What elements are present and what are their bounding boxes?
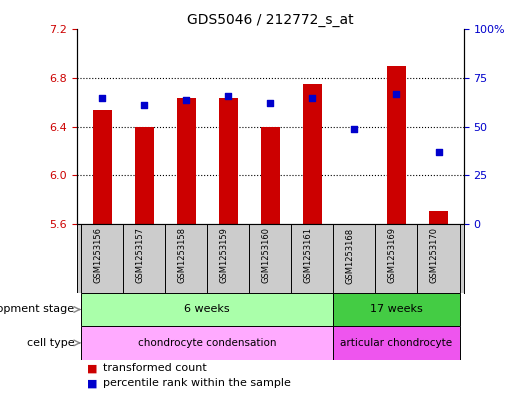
Point	[434, 149, 443, 155]
Point	[182, 96, 190, 103]
Bar	[345, 224, 364, 393]
Text: transformed count: transformed count	[103, 364, 207, 373]
Bar	[261, 127, 280, 224]
Bar	[303, 84, 322, 224]
Text: GSM1253161: GSM1253161	[303, 228, 312, 283]
Title: GDS5046 / 212772_s_at: GDS5046 / 212772_s_at	[187, 13, 354, 27]
Point	[140, 102, 148, 108]
Text: cell type: cell type	[26, 338, 74, 348]
Point	[98, 94, 107, 101]
Text: GSM1253168: GSM1253168	[346, 228, 355, 284]
Text: GSM1253160: GSM1253160	[261, 228, 270, 283]
Point	[266, 100, 275, 107]
Text: articular chondrocyte: articular chondrocyte	[340, 338, 453, 348]
Text: GSM1253159: GSM1253159	[219, 228, 228, 283]
Text: development stage: development stage	[0, 305, 74, 314]
Text: GSM1253157: GSM1253157	[135, 228, 144, 283]
Text: percentile rank within the sample: percentile rank within the sample	[103, 378, 291, 388]
Text: GSM1253156: GSM1253156	[93, 228, 102, 283]
Point	[224, 92, 233, 99]
Point	[308, 94, 316, 101]
Text: 6 weeks: 6 weeks	[184, 305, 230, 314]
Text: GSM1253169: GSM1253169	[387, 228, 396, 283]
Point	[350, 125, 359, 132]
Text: GSM1253158: GSM1253158	[177, 228, 186, 283]
Point	[392, 90, 401, 97]
Bar	[81, 293, 333, 326]
Bar	[333, 293, 460, 326]
Text: chondrocyte condensation: chondrocyte condensation	[138, 338, 277, 348]
Text: GSM1253170: GSM1253170	[429, 228, 438, 283]
Bar	[387, 66, 406, 224]
Text: ■: ■	[87, 378, 98, 388]
Text: 17 weeks: 17 weeks	[370, 305, 423, 314]
Bar	[81, 326, 333, 360]
Text: ■: ■	[87, 364, 98, 373]
Bar	[429, 211, 448, 224]
Bar	[93, 110, 111, 224]
Bar	[219, 97, 238, 224]
Bar	[135, 127, 154, 224]
Bar	[176, 97, 196, 224]
Bar	[333, 326, 460, 360]
